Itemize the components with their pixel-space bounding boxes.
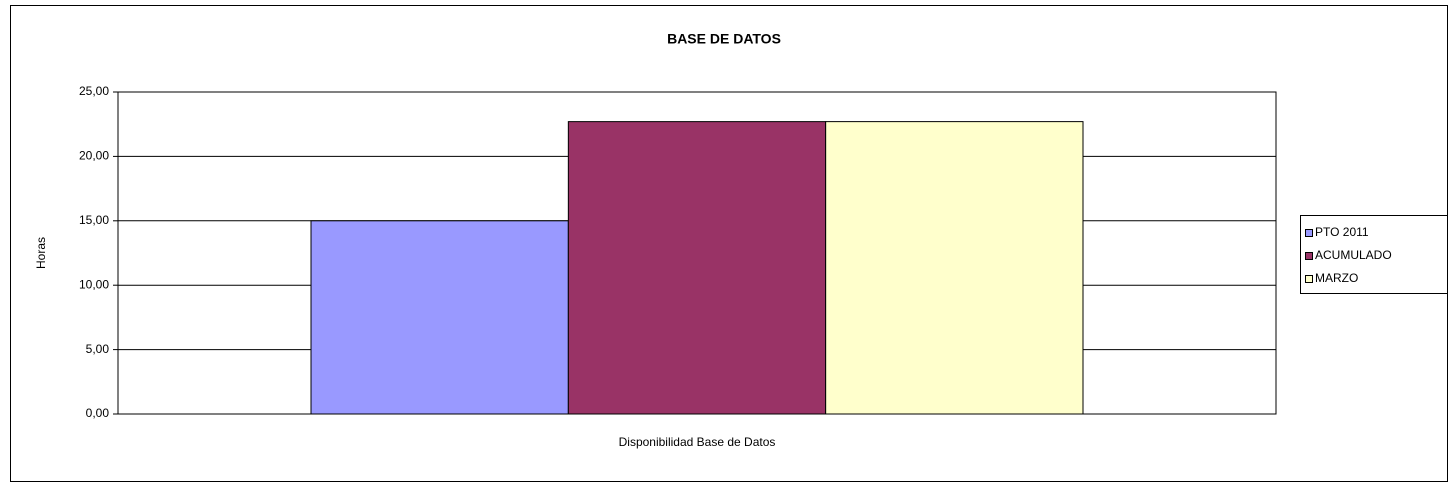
bar	[825, 121, 1084, 415]
chart-title: BASE DE DATOS	[667, 31, 781, 47]
legend-label: PTO 2011	[1315, 225, 1369, 239]
legend-label: ACUMULADO	[1315, 248, 1392, 262]
y-tick-label: 0,00	[86, 406, 110, 420]
y-tick-label: 20,00	[79, 149, 109, 163]
y-tick-label: 5,00	[86, 342, 110, 356]
y-tick-label: 25,00	[79, 84, 109, 98]
legend-label: MARZO	[1315, 271, 1358, 285]
bar	[567, 121, 827, 415]
x-tick-label: Disponibilidad Base de Datos	[619, 435, 776, 449]
legend-swatch	[1305, 229, 1313, 237]
legend-swatch	[1305, 275, 1313, 283]
y-tick-label: 10,00	[79, 277, 109, 291]
legend-swatch	[1305, 252, 1313, 260]
y-axis-label: Horas	[34, 237, 48, 269]
y-tick-label: 15,00	[79, 213, 109, 227]
bar	[310, 220, 569, 415]
legend-box	[1300, 215, 1448, 294]
